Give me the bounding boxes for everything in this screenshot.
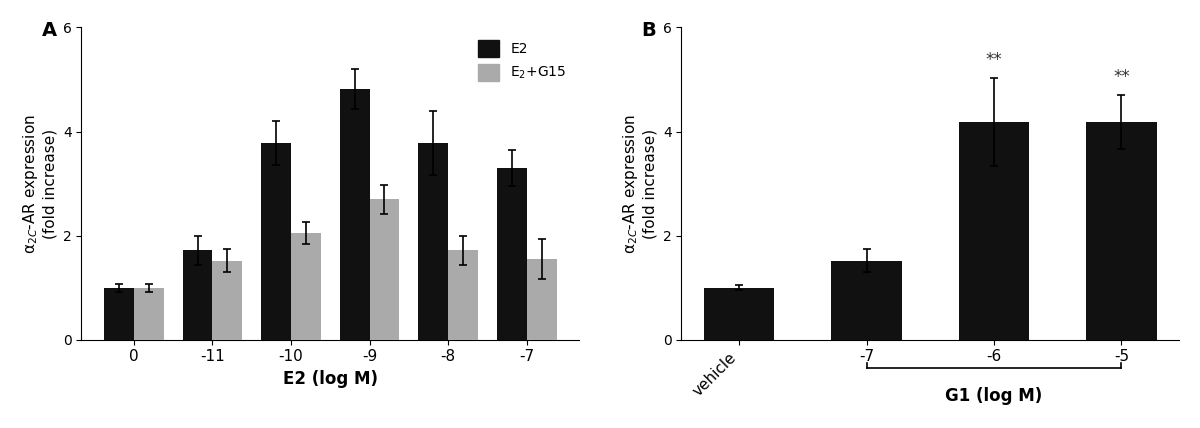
Bar bbox=[340, 89, 370, 340]
X-axis label: E2 (log M): E2 (log M) bbox=[283, 370, 378, 388]
Bar bbox=[419, 143, 448, 340]
Bar bbox=[1086, 122, 1157, 340]
Bar bbox=[832, 261, 901, 340]
Bar bbox=[262, 143, 290, 340]
Bar bbox=[959, 122, 1030, 340]
Bar bbox=[527, 259, 557, 340]
Bar bbox=[448, 250, 478, 340]
Legend: E2, E$_2$+G15: E2, E$_2$+G15 bbox=[473, 34, 572, 87]
Text: B: B bbox=[642, 21, 656, 40]
Text: **: ** bbox=[985, 51, 1002, 68]
Y-axis label: α$_{2C}$-AR expression
(fold increase): α$_{2C}$-AR expression (fold increase) bbox=[620, 114, 658, 253]
Bar bbox=[290, 233, 320, 340]
Bar bbox=[212, 261, 242, 340]
Bar bbox=[497, 168, 527, 340]
Text: A: A bbox=[42, 21, 56, 40]
Bar bbox=[104, 288, 134, 340]
Text: G1 (log M): G1 (log M) bbox=[946, 386, 1043, 404]
Bar bbox=[704, 288, 774, 340]
Text: **: ** bbox=[1114, 68, 1130, 86]
Y-axis label: α$_{2C}$-AR expression
(fold increase): α$_{2C}$-AR expression (fold increase) bbox=[20, 114, 58, 253]
Bar bbox=[370, 199, 400, 340]
Bar bbox=[182, 250, 212, 340]
Bar bbox=[134, 288, 163, 340]
